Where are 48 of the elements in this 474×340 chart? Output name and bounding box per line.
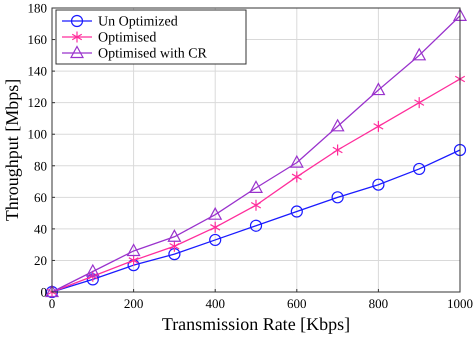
y-tick-label: 160: [28, 32, 47, 48]
point: [331, 119, 344, 132]
y-axis-title: Throughput [Mbps]: [2, 78, 22, 222]
point: [332, 144, 343, 156]
point: [169, 240, 180, 252]
point: [453, 8, 467, 21]
y-tick-label: 60: [34, 190, 47, 205]
x-tick-label: 1000: [447, 296, 473, 311]
x-tick-label: 800: [368, 296, 388, 311]
y-tick-label: 120: [28, 95, 47, 110]
y-tick-label: 100: [28, 126, 47, 142]
point: [373, 120, 384, 132]
point: [250, 220, 262, 232]
point: [210, 221, 221, 234]
y-tick-label: 40: [34, 221, 47, 236]
point: [86, 264, 100, 277]
point: [332, 191, 344, 204]
point: [208, 208, 222, 220]
x-tick-label: 600: [287, 296, 307, 311]
y-tick-label: 180: [28, 0, 47, 16]
point: [86, 273, 99, 286]
point: [291, 170, 302, 183]
y-tick-label: 140: [28, 64, 47, 79]
point: [454, 144, 466, 156]
legend-label: Optimised with CR: [98, 46, 208, 62]
point: [412, 48, 426, 60]
point: [372, 82, 385, 96]
y-tick-label: 80: [34, 158, 47, 174]
y-tick-label: 0: [40, 284, 47, 300]
point: [168, 248, 180, 260]
point: [249, 180, 263, 193]
x-axis-title: Transmission Rate [Kbps]: [162, 314, 350, 334]
point: [250, 199, 262, 212]
point: [209, 234, 222, 246]
x-tick-label: 200: [124, 296, 144, 311]
point: [128, 259, 140, 272]
point: [414, 96, 425, 109]
point: [127, 244, 140, 256]
point: [87, 270, 98, 282]
point: [413, 162, 426, 176]
legend-label: Optimised: [98, 30, 156, 46]
point: [372, 178, 384, 191]
x-tick-label: 400: [205, 296, 225, 311]
point: [168, 230, 181, 242]
y-tick-label: 20: [34, 252, 47, 268]
point: [290, 205, 303, 218]
legend-label: Un Optimized: [98, 14, 178, 30]
point: [290, 156, 304, 168]
